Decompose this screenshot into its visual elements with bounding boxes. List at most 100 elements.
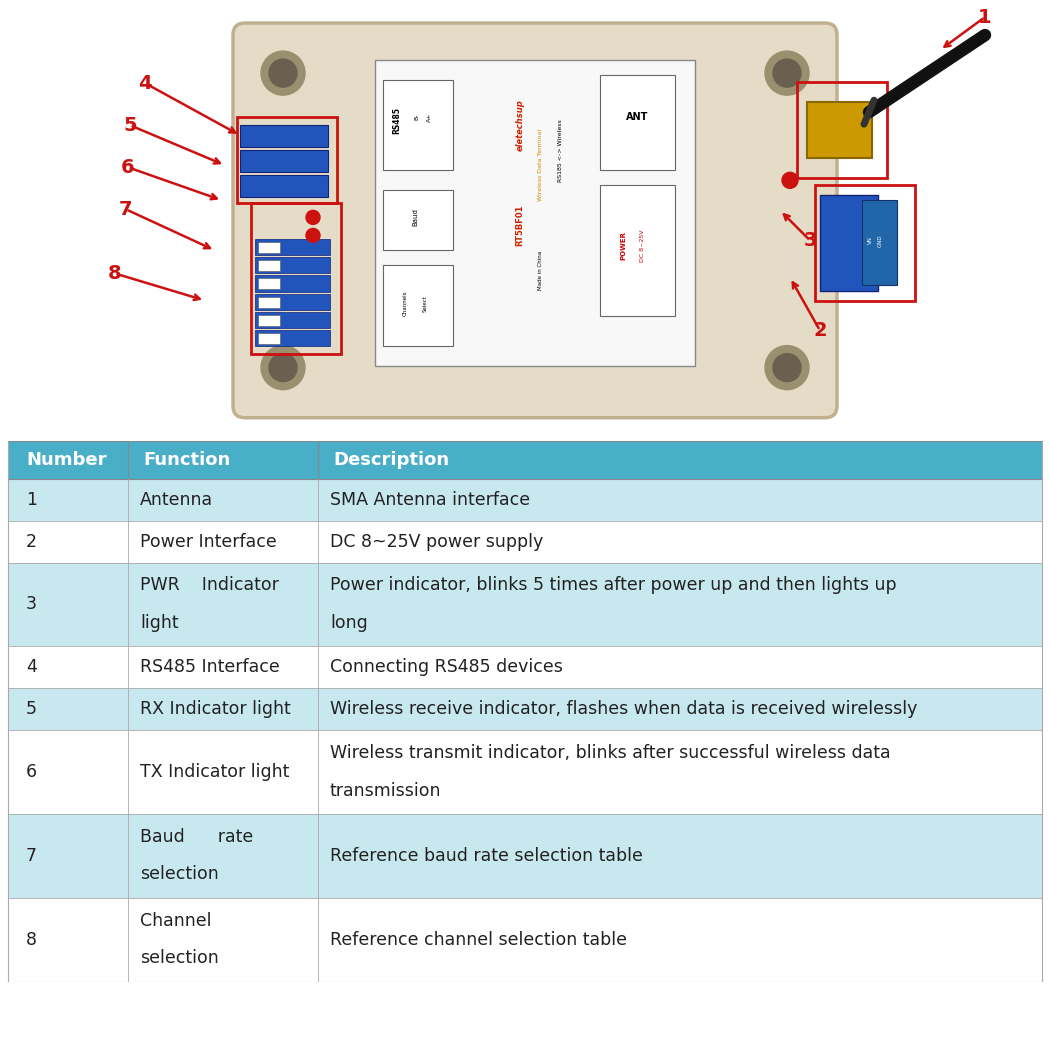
- Text: 1: 1: [979, 7, 992, 26]
- Bar: [255, 275, 330, 292]
- Text: 8: 8: [26, 931, 37, 949]
- Bar: [8, 479, 1042, 521]
- Bar: [8, 898, 1042, 982]
- Text: TX Indicator light: TX Indicator light: [140, 763, 290, 781]
- Bar: [258, 333, 280, 343]
- Bar: [8, 521, 1042, 563]
- Text: 4: 4: [26, 658, 37, 676]
- Text: 2: 2: [26, 532, 37, 550]
- Text: RS185 <-> Wireless: RS185 <-> Wireless: [558, 119, 563, 182]
- Text: DC 8~25V: DC 8~25V: [640, 229, 646, 261]
- Bar: [600, 76, 675, 170]
- Circle shape: [306, 210, 320, 225]
- Text: RT5BF01: RT5BF01: [516, 205, 525, 246]
- Text: 5: 5: [26, 700, 37, 718]
- Text: 6: 6: [26, 763, 37, 781]
- Bar: [8, 814, 1042, 898]
- Text: Wireless receive indicator, flashes when data is received wirelessly: Wireless receive indicator, flashes when…: [330, 700, 918, 718]
- Bar: [8, 730, 1042, 814]
- Bar: [255, 330, 330, 345]
- Text: A+: A+: [426, 112, 432, 122]
- Text: 3: 3: [803, 231, 817, 250]
- Bar: [251, 204, 341, 354]
- Circle shape: [261, 51, 304, 96]
- Bar: [258, 278, 280, 290]
- Text: Reference channel selection table: Reference channel selection table: [330, 931, 627, 949]
- Text: Connecting RS485 devices: Connecting RS485 devices: [330, 658, 563, 676]
- Text: light: light: [140, 614, 178, 632]
- Circle shape: [306, 229, 320, 243]
- Text: GND: GND: [878, 234, 882, 247]
- Bar: [240, 150, 328, 172]
- Text: Power Interface: Power Interface: [140, 532, 277, 550]
- Text: ANT: ANT: [626, 112, 648, 122]
- Text: 5: 5: [123, 116, 136, 134]
- Bar: [240, 125, 328, 147]
- Text: Antenna: Antenna: [140, 490, 213, 508]
- Text: VN: VN: [867, 236, 873, 245]
- Text: DC 8~25V power supply: DC 8~25V power supply: [330, 532, 543, 550]
- Bar: [240, 175, 328, 197]
- Bar: [255, 257, 330, 273]
- Text: POWER: POWER: [620, 231, 626, 260]
- Text: 6: 6: [121, 158, 134, 176]
- Circle shape: [269, 354, 297, 381]
- Bar: [383, 266, 453, 345]
- Text: transmission: transmission: [330, 781, 441, 800]
- Bar: [258, 260, 280, 272]
- Text: Power indicator, blinks 5 times after power up and then lights up: Power indicator, blinks 5 times after po…: [330, 576, 897, 594]
- Text: 2: 2: [813, 321, 826, 340]
- Bar: [8, 441, 1042, 479]
- Text: Function: Function: [143, 450, 230, 469]
- Bar: [797, 82, 887, 178]
- Bar: [383, 190, 453, 251]
- Text: selection: selection: [140, 865, 218, 883]
- Bar: [237, 118, 337, 204]
- Text: Wireless transmit indicator, blinks after successful wireless data: Wireless transmit indicator, blinks afte…: [330, 743, 890, 762]
- Text: eletechsup: eletechsup: [516, 100, 525, 151]
- Bar: [815, 185, 915, 300]
- Text: 4: 4: [139, 74, 152, 92]
- Text: RX Indicator light: RX Indicator light: [140, 700, 291, 718]
- Circle shape: [773, 59, 801, 87]
- Bar: [600, 185, 675, 316]
- Text: 7: 7: [120, 200, 132, 218]
- Text: Select: Select: [422, 295, 427, 312]
- Bar: [862, 201, 897, 286]
- Text: 7: 7: [26, 847, 37, 865]
- Text: Number: Number: [26, 450, 106, 469]
- Bar: [8, 563, 1042, 647]
- Text: Baud      rate: Baud rate: [140, 827, 253, 845]
- Circle shape: [765, 345, 808, 390]
- Text: Description: Description: [333, 450, 449, 469]
- Text: PWR    Indicator: PWR Indicator: [140, 576, 279, 594]
- Bar: [383, 80, 453, 170]
- Circle shape: [782, 172, 798, 188]
- Text: SMA Antenna interface: SMA Antenna interface: [330, 490, 530, 508]
- Bar: [258, 315, 280, 326]
- Bar: [820, 195, 878, 291]
- Text: Baud: Baud: [412, 209, 418, 227]
- Bar: [255, 312, 330, 328]
- Text: RS485 Interface: RS485 Interface: [140, 658, 279, 676]
- Circle shape: [269, 59, 297, 87]
- Circle shape: [765, 51, 808, 96]
- Bar: [255, 294, 330, 310]
- Text: Reference baud rate selection table: Reference baud rate selection table: [330, 847, 643, 865]
- Circle shape: [773, 354, 801, 381]
- Bar: [8, 647, 1042, 689]
- Text: Channel: Channel: [140, 911, 211, 929]
- Text: selection: selection: [140, 949, 218, 967]
- Text: 8: 8: [108, 264, 122, 282]
- Bar: [255, 239, 330, 255]
- Bar: [807, 102, 872, 159]
- Text: long: long: [330, 614, 367, 632]
- Circle shape: [261, 345, 304, 390]
- Text: RS485: RS485: [393, 107, 401, 133]
- Text: 1: 1: [26, 490, 37, 508]
- Bar: [258, 243, 280, 253]
- Bar: [8, 689, 1042, 730]
- Bar: [258, 296, 280, 308]
- Text: 3: 3: [26, 595, 37, 613]
- Text: Wireless Data Terminal: Wireless Data Terminal: [538, 129, 543, 202]
